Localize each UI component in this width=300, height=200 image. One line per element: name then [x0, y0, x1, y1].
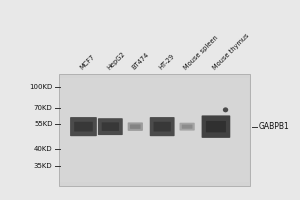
FancyBboxPatch shape [74, 122, 93, 132]
Text: 55KD: 55KD [34, 121, 52, 127]
Ellipse shape [223, 107, 228, 112]
Bar [58, 74, 250, 186]
FancyBboxPatch shape [182, 125, 192, 129]
FancyBboxPatch shape [70, 117, 97, 136]
Text: Mouse spleen: Mouse spleen [183, 34, 220, 71]
Text: BT474: BT474 [131, 52, 150, 71]
FancyBboxPatch shape [179, 123, 195, 131]
FancyBboxPatch shape [150, 117, 175, 136]
Text: 70KD: 70KD [34, 105, 52, 111]
FancyBboxPatch shape [102, 122, 119, 131]
Text: GABPB1: GABPB1 [259, 122, 290, 131]
FancyBboxPatch shape [202, 115, 230, 138]
FancyBboxPatch shape [130, 124, 141, 129]
Text: 35KD: 35KD [34, 163, 52, 169]
Text: 40KD: 40KD [34, 146, 52, 152]
FancyBboxPatch shape [206, 121, 226, 132]
Text: HepG2: HepG2 [106, 51, 126, 71]
FancyBboxPatch shape [128, 122, 143, 131]
FancyBboxPatch shape [154, 122, 171, 132]
Text: 100KD: 100KD [29, 84, 52, 90]
Text: MCF7: MCF7 [79, 54, 96, 71]
FancyBboxPatch shape [98, 118, 123, 135]
Text: HT-29: HT-29 [158, 53, 176, 71]
Bar [60, 78, 249, 182]
Text: Mouse thymus: Mouse thymus [212, 32, 250, 71]
